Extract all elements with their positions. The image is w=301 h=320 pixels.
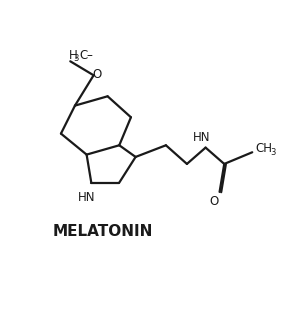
- Text: 3: 3: [270, 148, 276, 157]
- Text: O: O: [209, 196, 218, 208]
- Text: 3: 3: [73, 54, 79, 63]
- Text: CH: CH: [256, 142, 273, 155]
- Text: C: C: [79, 49, 88, 62]
- Text: O: O: [92, 68, 102, 81]
- Text: –: –: [87, 49, 92, 62]
- Text: HN: HN: [193, 131, 211, 144]
- Text: H: H: [69, 49, 78, 62]
- Text: MELATONIN: MELATONIN: [53, 224, 153, 239]
- Text: HN: HN: [78, 191, 95, 204]
